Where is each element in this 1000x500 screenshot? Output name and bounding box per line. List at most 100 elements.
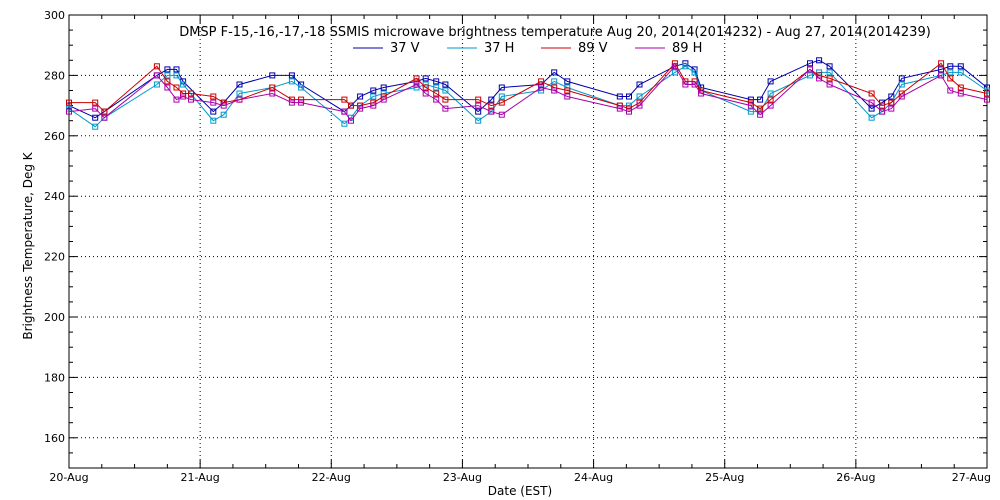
data-point <box>888 93 895 100</box>
data-point <box>341 120 348 127</box>
data-point <box>757 96 764 103</box>
data-point <box>341 108 348 115</box>
data-point <box>475 117 482 124</box>
data-point <box>626 93 632 100</box>
data-point <box>616 93 623 100</box>
data-point <box>442 87 449 94</box>
data-point <box>422 90 429 97</box>
x-tick-label: 26-Aug <box>836 471 875 484</box>
data-point <box>442 96 449 103</box>
data-point <box>957 69 964 76</box>
data-point <box>173 72 180 79</box>
data-point <box>898 75 905 82</box>
data-point <box>164 66 171 73</box>
data-point <box>92 105 99 112</box>
data-point <box>957 84 964 91</box>
data-point <box>442 105 449 112</box>
x-tick-label: 25-Aug <box>705 471 744 484</box>
data-point <box>357 93 364 100</box>
data-point <box>947 63 954 70</box>
data-point <box>938 72 945 79</box>
data-point <box>757 105 764 112</box>
data-point <box>564 78 571 85</box>
data-point <box>66 99 72 106</box>
y-tick-label: 300 <box>44 9 65 22</box>
data-point <box>370 102 377 109</box>
data-point <box>626 108 632 115</box>
x-tick-label: 27-Aug <box>952 471 991 484</box>
data-point <box>671 63 678 70</box>
data-point <box>898 93 905 100</box>
y-tick-label: 200 <box>44 311 65 324</box>
data-point <box>380 93 387 100</box>
x-tick-label: 23-Aug <box>443 471 482 484</box>
data-point <box>433 84 440 91</box>
data-point <box>698 90 705 97</box>
legend-label: 37 H <box>484 41 514 56</box>
data-point <box>498 99 505 106</box>
data-point <box>671 69 678 76</box>
x-tick-label: 24-Aug <box>574 471 613 484</box>
data-point <box>947 87 954 94</box>
data-point <box>816 57 823 64</box>
y-tick-label: 280 <box>44 69 65 82</box>
data-point <box>101 108 108 115</box>
data-point <box>767 78 774 85</box>
data-point <box>380 96 387 103</box>
data-point <box>691 81 698 88</box>
data-point <box>210 117 217 124</box>
data-point <box>413 75 420 82</box>
data-point <box>888 105 895 112</box>
data-point <box>288 78 295 85</box>
data-point <box>488 96 495 103</box>
data-point <box>92 114 99 121</box>
data-point <box>868 90 875 97</box>
data-point <box>173 96 180 103</box>
data-point <box>984 96 990 103</box>
data-point <box>826 81 833 88</box>
x-tick-label: 22-Aug <box>312 471 351 484</box>
data-point <box>498 93 505 100</box>
data-point <box>538 84 545 91</box>
series-line <box>68 65 988 128</box>
data-point <box>153 81 160 88</box>
data-point <box>341 96 348 103</box>
data-point <box>180 81 187 88</box>
data-point <box>888 99 895 106</box>
data-point <box>984 90 990 97</box>
data-point <box>422 84 429 91</box>
data-point <box>210 93 217 100</box>
data-point <box>767 102 774 109</box>
data-point <box>92 99 99 106</box>
data-point <box>551 78 558 85</box>
data-point <box>153 63 160 70</box>
data-point <box>220 111 227 118</box>
data-point <box>269 84 276 91</box>
data-point <box>682 81 689 88</box>
data-point <box>498 111 505 118</box>
data-point <box>298 99 305 106</box>
data-point <box>938 66 945 73</box>
data-point <box>879 108 886 115</box>
data-point <box>298 84 305 91</box>
data-point <box>767 90 774 97</box>
data-point <box>868 114 875 121</box>
series-line <box>68 65 988 122</box>
data-point <box>564 93 571 100</box>
data-point <box>947 69 954 76</box>
data-point <box>380 84 387 91</box>
data-point <box>370 87 377 94</box>
data-point <box>767 96 774 103</box>
legend: 37 V 37 H 89 V 89 H <box>353 41 702 56</box>
data-point <box>826 75 833 82</box>
data-point <box>747 102 754 109</box>
x-tick-label: 20-Aug <box>49 471 88 484</box>
data-point <box>433 90 440 97</box>
data-point <box>938 60 945 67</box>
data-point <box>879 102 886 109</box>
data-point <box>682 63 689 70</box>
data-point <box>757 111 764 118</box>
data-point <box>370 93 377 100</box>
